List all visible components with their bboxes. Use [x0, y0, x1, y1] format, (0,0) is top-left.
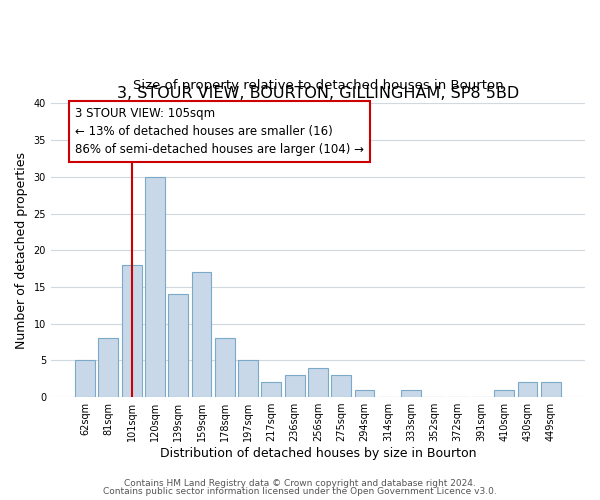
- Bar: [541, 382, 561, 397]
- Bar: [285, 375, 305, 397]
- Text: Contains public sector information licensed under the Open Government Licence v3: Contains public sector information licen…: [103, 487, 497, 496]
- Bar: [191, 272, 211, 397]
- Bar: [308, 368, 328, 397]
- Bar: [145, 177, 165, 397]
- Bar: [238, 360, 258, 397]
- Bar: [494, 390, 514, 397]
- Text: Size of property relative to detached houses in Bourton: Size of property relative to detached ho…: [133, 78, 503, 92]
- Bar: [122, 265, 142, 397]
- Bar: [355, 390, 374, 397]
- Bar: [331, 375, 351, 397]
- Bar: [169, 294, 188, 397]
- Bar: [75, 360, 95, 397]
- Bar: [98, 338, 118, 397]
- X-axis label: Distribution of detached houses by size in Bourton: Distribution of detached houses by size …: [160, 447, 476, 460]
- Bar: [262, 382, 281, 397]
- Text: 3 STOUR VIEW: 105sqm
← 13% of detached houses are smaller (16)
86% of semi-detac: 3 STOUR VIEW: 105sqm ← 13% of detached h…: [74, 107, 364, 156]
- Text: Contains HM Land Registry data © Crown copyright and database right 2024.: Contains HM Land Registry data © Crown c…: [124, 478, 476, 488]
- Title: 3, STOUR VIEW, BOURTON, GILLINGHAM, SP8 5BD: 3, STOUR VIEW, BOURTON, GILLINGHAM, SP8 …: [117, 86, 519, 101]
- Bar: [518, 382, 538, 397]
- Bar: [401, 390, 421, 397]
- Y-axis label: Number of detached properties: Number of detached properties: [15, 152, 28, 348]
- Bar: [215, 338, 235, 397]
